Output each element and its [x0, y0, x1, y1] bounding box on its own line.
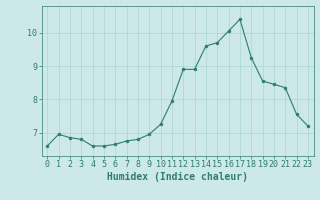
X-axis label: Humidex (Indice chaleur): Humidex (Indice chaleur) [107, 172, 248, 182]
